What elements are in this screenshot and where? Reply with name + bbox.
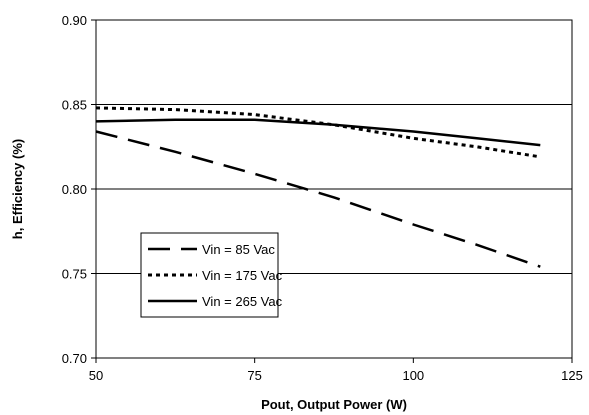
legend-label: Vin = 265 Vac bbox=[202, 294, 283, 309]
series-layer bbox=[95, 106, 541, 268]
y-axis-title: h, Efficiency (%) bbox=[10, 139, 25, 239]
axes: 0.70 0.75 0.80 0.85 0.90 50 75 100 125 bbox=[62, 13, 583, 383]
x-tick-label: 50 bbox=[89, 368, 103, 383]
y-tick-label: 0.90 bbox=[62, 13, 87, 28]
x-tick-label: 75 bbox=[247, 368, 261, 383]
series-line-1 bbox=[95, 130, 541, 268]
legend-label: Vin = 175 Vac bbox=[202, 268, 283, 283]
series-line-3 bbox=[95, 118, 541, 147]
y-tick-label: 0.85 bbox=[62, 98, 87, 113]
x-tick-label: 100 bbox=[402, 368, 424, 383]
legend-box bbox=[140, 232, 279, 318]
y-tick-label: 0.80 bbox=[62, 182, 87, 197]
legend: Vin = 85 Vac Vin = 175 Vac Vin = 265 Vac bbox=[140, 232, 283, 318]
legend-label: Vin = 85 Vac bbox=[202, 242, 275, 257]
y-tick-label: 0.75 bbox=[62, 267, 87, 282]
x-axis-title: Pout, Output Power (W) bbox=[261, 397, 407, 412]
y-tick-label: 0.70 bbox=[62, 351, 87, 366]
x-tick-label: 125 bbox=[561, 368, 583, 383]
